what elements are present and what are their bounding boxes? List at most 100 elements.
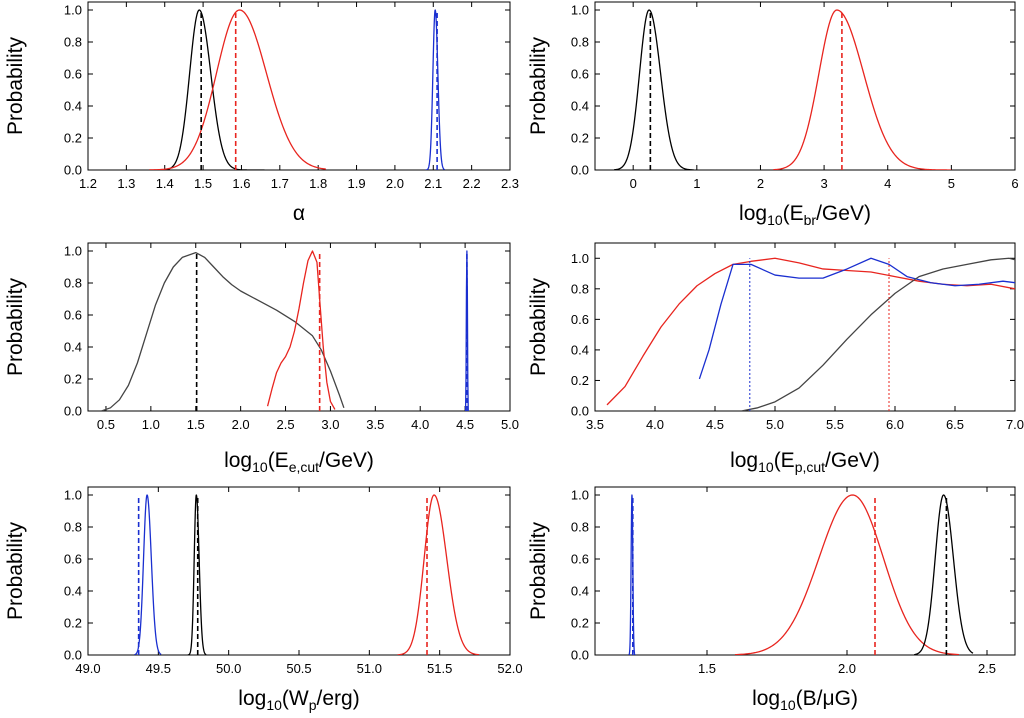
x-tick-label: 2.0 [838,661,856,676]
series-line-blue [698,257,1015,380]
x-tick-label: 2 [757,176,764,191]
x-tick-label: 2.3 [501,176,519,191]
y-tick-label: 0.2 [571,131,589,146]
x-axis-label-part: α [293,202,305,225]
x-axis-label-part: /GeV) [319,449,374,472]
y-tick-label: 0.8 [571,281,589,296]
x-tick-label: 1.2 [79,176,97,191]
panel-ebr: 0 1 2 3 4 5 6 0.0 0.2 0.4 0.6 0.8 1.0 Probability log1… [527,1,1019,228]
x-axis-label-part: (E [268,449,289,472]
x-tick-label: 3.0 [321,417,339,432]
x-tick-label: 52.0 [497,661,522,676]
panel-alpha: 1.2 1.3 1.4 1.5 1.6 1.7 1.8 1.9 2.0 2.1 2.2 2.3 0.0 0… [4,1,519,225]
x-axis-label-part: log [752,687,780,710]
x-tick-label: 1 [693,176,700,191]
x-tick-label: 6 [1011,176,1018,191]
y-tick-label: 0.0 [64,648,82,663]
plot-area [614,9,952,170]
x-tick-label: 4.0 [646,417,664,432]
x-axis-label-part: 10 [780,697,796,713]
plot-frame [594,486,1016,656]
x-tick-label: 4.0 [411,417,429,432]
x-axis-label-part: (W [282,687,309,710]
x-tick-label: 1.0 [142,417,160,432]
x-tick-label: 1.5 [187,417,205,432]
x-axis-label-part: log [730,449,758,472]
plot-area [149,9,446,170]
x-axis-label-part: (E [783,202,804,225]
x-tick-label: 1.5 [194,176,212,191]
y-tick-label: 0.4 [571,342,589,357]
x-tick-label: 1.3 [117,176,135,191]
y-axis-label: Probability [4,277,27,376]
y-tick-label: 1.0 [571,488,589,503]
x-tick-label: 4 [884,176,891,191]
y-tick-label: 0.4 [64,99,82,114]
x-tick-label: 6.0 [886,417,904,432]
x-axis-label: log10(Ebr/GeV) [739,202,871,228]
y-tick-label: 1.0 [64,3,82,18]
y-tick-label: 0.0 [64,163,82,178]
x-tick-label: 4.5 [706,417,724,432]
x-axis-label-part: br [804,212,817,228]
x-tick-label: 1.9 [348,176,366,191]
plot-area [101,250,469,411]
series-line-red [266,250,336,410]
y-tick-label: 0.4 [64,340,82,355]
x-tick-label: 3.5 [586,417,604,432]
y-tick-label: 0.8 [64,35,82,50]
x-tick-label: 3.5 [366,417,384,432]
x-axis-label-part: (B/μG) [796,687,858,710]
x-tick-label: 49.5 [146,661,171,676]
panel-epcut: 3.5 4.0 4.5 5.0 5.5 6.0 6.5 7.0 0.0 0.2 0.4 0.6 0.8 1… [527,242,1024,475]
y-tick-label: 0.8 [64,520,82,535]
y-axis-label: Probability [527,521,550,620]
x-tick-label: 2.1 [424,176,442,191]
x-axis-label-part: 10 [266,697,282,713]
y-tick-label: 0.6 [64,552,82,567]
x-axis-label: log10(B/μG) [752,687,858,713]
x-tick-label: 50.0 [216,661,241,676]
y-tick-label: 0.2 [64,372,82,387]
x-axis-label-part: p,cut [795,459,825,475]
x-tick-label: 2.0 [386,176,404,191]
x-tick-label: 2.5 [276,417,294,432]
y-tick-label: 0.8 [571,35,589,50]
y-axis-label: Probability [527,36,550,135]
y-tick-label: 0.0 [571,163,589,178]
y-tick-label: 0.6 [571,312,589,327]
y-tick-label: 1.0 [64,244,82,259]
series-line-red [397,494,480,655]
y-tick-label: 0.2 [571,373,589,388]
x-axis-label-part: log [238,687,266,710]
x-axis-label-part: 10 [767,212,783,228]
x-tick-label: 0 [630,176,637,191]
y-tick-label: 0.6 [571,67,589,82]
x-tick-label: 1.6 [232,176,250,191]
x-tick-label: 1.8 [309,176,327,191]
x-axis-label-part: log [224,449,252,472]
y-tick-label: 0.0 [571,648,589,663]
x-tick-label: 5.0 [766,417,784,432]
y-tick-label: 0.2 [571,616,589,631]
series-line-red [773,9,952,170]
x-tick-label: 2.2 [463,176,481,191]
y-tick-label: 0.6 [64,308,82,323]
series-line-red [149,9,326,170]
series-line-red [606,257,1015,406]
series-line-red [734,494,960,655]
y-tick-label: 0.4 [571,584,589,599]
y-tick-label: 0.2 [64,131,82,146]
x-tick-label: 49.0 [75,661,100,676]
x-axis-label-part: 10 [252,459,268,475]
y-tick-label: 0.4 [571,99,589,114]
y-tick-label: 0.6 [571,552,589,567]
x-tick-label: 3 [820,176,827,191]
series-line-blue [628,494,637,655]
x-tick-label: 7.0 [1006,417,1024,432]
y-axis-label: Probability [527,277,550,376]
series-line-blue [464,250,469,411]
y-tick-label: 0.2 [64,616,82,631]
y-tick-label: 0.8 [64,276,82,291]
